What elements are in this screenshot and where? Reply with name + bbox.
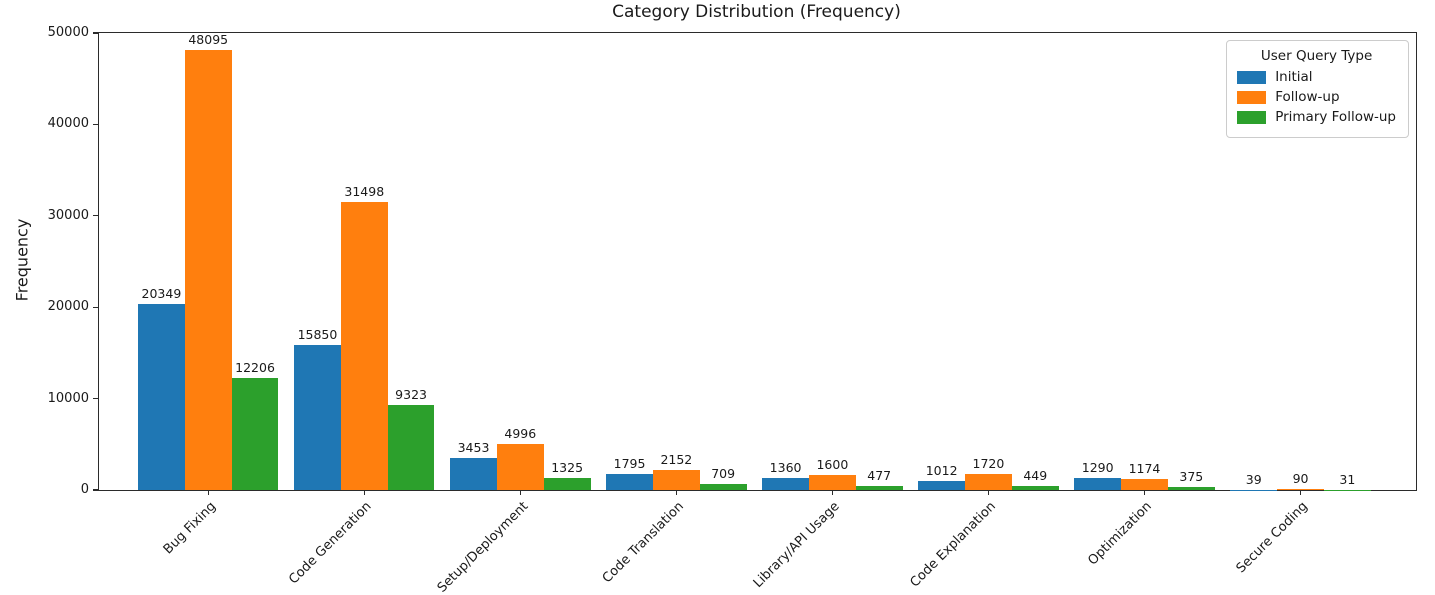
bar-value-label: 31498 [344, 184, 385, 200]
bar-value-label: 48095 [188, 32, 229, 48]
y-tick-label: 10000 [47, 390, 89, 406]
y-tick-mark [93, 32, 98, 34]
bar [652, 470, 700, 490]
x-tick-label: Code Translation [599, 499, 687, 587]
bar [496, 444, 544, 490]
bar-value-label: 31 [1339, 471, 1356, 487]
x-tick-mark [207, 490, 209, 495]
x-tick-mark [519, 490, 521, 495]
legend-title: User Query Type [1260, 48, 1373, 64]
x-tick-label: Optimization [1085, 499, 1156, 569]
legend-entries: Initial Follow-up Primary Follow-up [1237, 69, 1396, 125]
x-tick-mark [1299, 490, 1302, 495]
x-tick-label: Library/API Usage [751, 499, 844, 591]
bar-value-label: 1720 [972, 456, 1005, 472]
bar [808, 475, 856, 490]
bar-value-label: 39 [1245, 471, 1262, 487]
legend-swatch [1237, 70, 1267, 84]
bar-value-label: 449 [1023, 467, 1048, 483]
plot-area: 0 10000 20000 30000 40000 50000 Bug Fixing Code… [48, 25, 1417, 595]
bar [387, 404, 435, 490]
bar-value-label: 4996 [504, 426, 537, 442]
x-tick-mark [987, 490, 990, 495]
bar [918, 480, 966, 490]
x-tick-mark [675, 490, 678, 495]
chart-title: Category Distribution (Frequency) [612, 2, 901, 22]
bar [762, 477, 809, 490]
y-tick-label: 20000 [47, 299, 89, 315]
y-tick-label: 30000 [47, 207, 89, 223]
legend-entry-label: Initial [1275, 69, 1313, 85]
legend-entry: Follow-up [1237, 89, 1396, 105]
bar-value-label: 1325 [551, 459, 584, 475]
y-tick-mark [93, 123, 98, 126]
x-tick-label: Setup/Deployment [434, 499, 531, 595]
legend-entry: Initial [1237, 69, 1396, 85]
bar-value-label: 20349 [141, 286, 182, 302]
bar-value-label: 3453 [457, 440, 490, 456]
x-tick-mark [363, 490, 365, 495]
bar [231, 378, 279, 490]
x-tick-label: Bug Fixing [160, 499, 219, 558]
bar [1011, 485, 1059, 490]
y-tick-mark [93, 397, 98, 400]
legend-entry-label: Primary Follow-up [1275, 109, 1396, 125]
y-tick-label: 0 [80, 482, 89, 497]
bar-value-label: 1174 [1128, 461, 1161, 477]
bar-value-label: 15850 [297, 327, 338, 343]
bar [543, 477, 591, 490]
bar [699, 483, 747, 490]
bar-value-label: 709 [711, 465, 736, 481]
bar [294, 345, 341, 490]
x-tick-label: Code Explanation [907, 499, 1000, 591]
legend: User Query Type Initial Follow-up Primary … [1226, 40, 1409, 138]
bar-value-label: 1600 [816, 457, 849, 473]
y-tick-mark [93, 489, 98, 491]
bar [855, 485, 903, 490]
bar-value-label: 1360 [769, 459, 802, 475]
bar [606, 473, 653, 490]
bar [1277, 489, 1324, 490]
bar-value-label: 477 [867, 467, 892, 483]
bar-value-label: 12206 [235, 360, 275, 376]
bar [138, 304, 185, 490]
bar-value-label: 1012 [925, 462, 958, 478]
bar [965, 474, 1012, 490]
y-axis-label: Frequency [12, 218, 32, 302]
bar-value-label: 2152 [660, 452, 693, 468]
y-tick-mark [93, 306, 98, 308]
legend-swatch [1237, 110, 1267, 124]
bar-value-label: 375 [1179, 468, 1204, 484]
x-tick-mark [1143, 490, 1146, 495]
bar [450, 458, 497, 490]
bar-value-label: 90 [1292, 471, 1309, 487]
bar [184, 50, 232, 490]
bar [1121, 479, 1168, 490]
bar [1167, 486, 1215, 490]
legend-entry-label: Follow-up [1275, 89, 1340, 105]
bar-value-label: 9323 [395, 386, 427, 402]
bar [340, 202, 388, 490]
y-tick-label: 50000 [47, 25, 89, 40]
legend-entry: Primary Follow-up [1237, 109, 1396, 125]
bar-value-label: 1290 [1081, 460, 1114, 476]
bar-value-label: 1795 [613, 455, 646, 471]
x-tick-label: Secure Coding [1233, 499, 1312, 577]
legend-swatch [1237, 90, 1267, 104]
y-tick-mark [93, 215, 98, 217]
x-tick-mark [831, 490, 834, 495]
y-tick-label: 40000 [47, 116, 89, 132]
bar [1074, 478, 1122, 490]
x-tick-label: Code Generation [286, 499, 375, 588]
